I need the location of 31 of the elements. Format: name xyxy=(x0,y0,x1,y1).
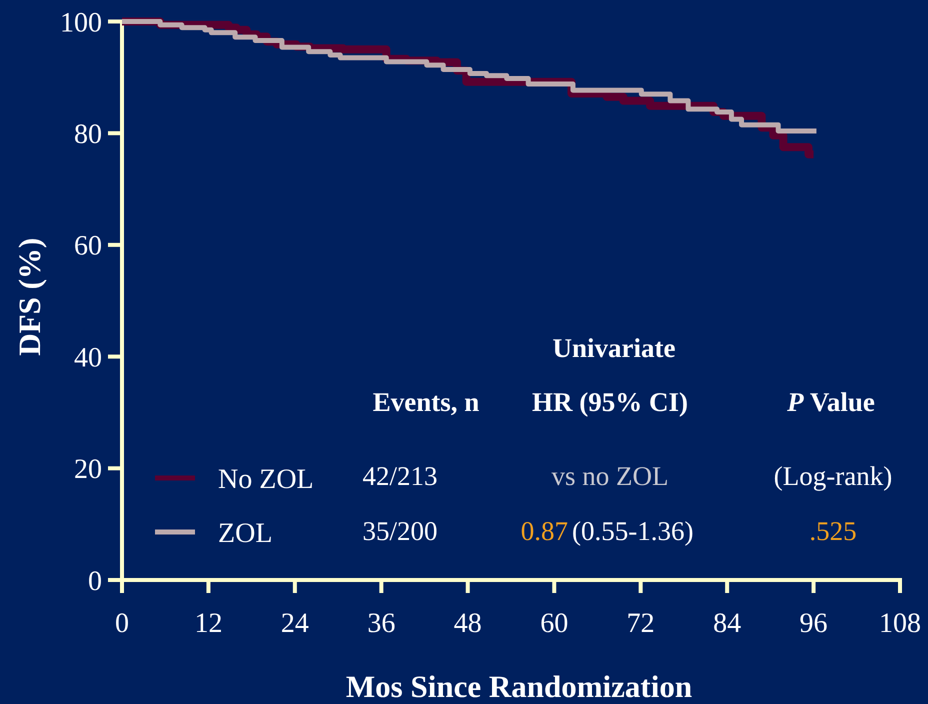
y-tick-label: 80 xyxy=(74,119,102,150)
annotation: Univariate xyxy=(552,333,676,363)
annotation: 42/213 xyxy=(362,461,438,491)
annotation: 35/200 xyxy=(362,516,438,546)
x-tick-label: 84 xyxy=(713,608,742,639)
annotation: (0.55-1.36) xyxy=(572,516,694,546)
annotation: (Log-rank) xyxy=(774,461,892,491)
x-tick-label: 24 xyxy=(280,608,309,639)
x-tick-label: 12 xyxy=(194,608,222,639)
x-tick-label: 96 xyxy=(800,608,828,639)
annotation: Events, n xyxy=(372,387,480,417)
legend-label: No ZOL xyxy=(218,464,314,495)
annotation: HR (95% CI) xyxy=(532,387,688,417)
y-tick-label: 20 xyxy=(74,454,102,486)
annotation: P Value xyxy=(786,387,875,417)
annotation: 0.87 xyxy=(520,516,568,546)
x-tick-label: 108 xyxy=(879,608,921,639)
y-tick-label: 100 xyxy=(60,7,102,38)
x-tick-label: 72 xyxy=(626,608,655,639)
x-axis-title: Mos Since Randomization xyxy=(346,669,692,704)
x-tick-label: 36 xyxy=(367,608,396,639)
x-tick-label: 48 xyxy=(454,608,482,639)
x-tick-label: 60 xyxy=(540,608,568,639)
annotation: .525 xyxy=(809,516,857,546)
x-tick-label: 0 xyxy=(115,608,129,639)
y-tick-label: 60 xyxy=(74,230,102,262)
annotation: vs no ZOL xyxy=(552,461,668,491)
y-axis-title: DFS (%) xyxy=(12,238,47,356)
y-tick-label: 0 xyxy=(88,566,102,597)
y-tick-label: 40 xyxy=(74,342,102,374)
legend-label: ZOL xyxy=(218,518,272,549)
